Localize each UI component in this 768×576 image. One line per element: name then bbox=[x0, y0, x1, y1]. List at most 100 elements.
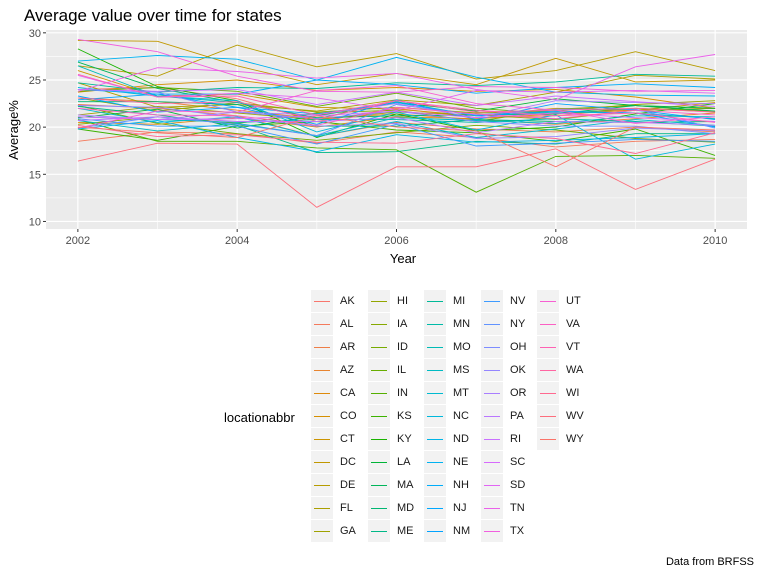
legend-label-wa: WA bbox=[566, 364, 584, 376]
series-line-il bbox=[77, 87, 716, 115]
legend-key-ia bbox=[368, 313, 390, 335]
legend-key-line bbox=[540, 370, 556, 371]
legend-key-az bbox=[311, 359, 333, 381]
legend-key-sd bbox=[481, 474, 503, 496]
y-tick-label: 10 bbox=[29, 216, 41, 228]
legend-key-line bbox=[427, 531, 443, 532]
legend-key-line bbox=[427, 508, 443, 509]
series-line-id bbox=[77, 105, 716, 143]
legend-key-line bbox=[314, 347, 330, 348]
legend-label-az: AZ bbox=[340, 364, 355, 376]
x-tick-label: 2004 bbox=[225, 235, 249, 247]
legend-key-line bbox=[484, 439, 500, 440]
legend-key-il bbox=[368, 359, 390, 381]
legend-label-ok: OK bbox=[510, 364, 526, 376]
y-axis-title: Average% bbox=[6, 100, 21, 160]
series-line-tn bbox=[77, 54, 716, 101]
legend-key-va bbox=[537, 313, 559, 335]
legend-key-line bbox=[484, 531, 500, 532]
series-lines bbox=[77, 38, 716, 208]
legend-key-ct bbox=[311, 428, 333, 450]
x-axis-title: Year bbox=[390, 251, 417, 266]
series-line-de bbox=[77, 44, 716, 80]
legend-label-ut: UT bbox=[566, 295, 581, 307]
legend-key-line bbox=[540, 416, 556, 417]
legend-key-line bbox=[371, 301, 387, 302]
legend-key-ri bbox=[481, 428, 503, 450]
legend-key-line bbox=[371, 416, 387, 417]
legend-key-line bbox=[427, 485, 443, 486]
legend-label-nc: NC bbox=[453, 410, 469, 422]
legend-key-ok bbox=[481, 359, 503, 381]
y-tick-label: 25 bbox=[29, 75, 41, 87]
legend-key-line bbox=[427, 370, 443, 371]
legend-label-pa: PA bbox=[510, 410, 524, 422]
legend-label-al: AL bbox=[340, 318, 354, 330]
legend-key-vt bbox=[537, 336, 559, 358]
legend-label-mn: MN bbox=[453, 318, 471, 330]
legend-label-vt: VT bbox=[566, 341, 581, 353]
legend-key-line bbox=[314, 393, 330, 394]
x-axis-ticks: 2002 2004 2006 2008 2010 bbox=[66, 229, 727, 247]
legend-key-dc bbox=[311, 451, 333, 473]
series-line-or bbox=[77, 100, 716, 121]
legend-label-ia: IA bbox=[397, 318, 408, 330]
y-tick-label: 30 bbox=[29, 28, 41, 40]
legend-label-wv: WV bbox=[566, 410, 584, 422]
series-line-nh bbox=[77, 79, 716, 95]
legend-label-oh: OH bbox=[510, 341, 527, 353]
legend-key-ca bbox=[311, 382, 333, 404]
series-line-wa bbox=[77, 97, 716, 121]
legend-label-tx: TX bbox=[510, 525, 525, 537]
legend-key-mi bbox=[424, 290, 446, 312]
legend-key-line bbox=[484, 347, 500, 348]
legend-key-nj bbox=[424, 497, 446, 519]
legend-label-ct: CT bbox=[340, 433, 355, 445]
legend-key-line bbox=[540, 301, 556, 302]
legend-key-mo bbox=[424, 336, 446, 358]
series-line-va bbox=[77, 106, 716, 126]
legend-key-in bbox=[368, 382, 390, 404]
legend-key-ma bbox=[368, 474, 390, 496]
legend-key-line bbox=[427, 393, 443, 394]
series-line-al bbox=[77, 131, 716, 148]
legend-key-hi bbox=[368, 290, 390, 312]
legend-key-md bbox=[368, 497, 390, 519]
legend-key-line bbox=[314, 370, 330, 371]
legend-key-fl bbox=[311, 497, 333, 519]
y-axis-ticks: 10 15 20 25 30 bbox=[29, 28, 46, 228]
legend-label-ma: MA bbox=[397, 479, 414, 491]
legend-label-de: DE bbox=[340, 479, 356, 491]
legend-key-ne bbox=[424, 451, 446, 473]
legend-label-nm: NM bbox=[453, 525, 471, 537]
series-line-ok bbox=[77, 105, 716, 139]
legend-key-id bbox=[368, 336, 390, 358]
legend-key-wi bbox=[537, 382, 559, 404]
legend-label-mo: MO bbox=[453, 341, 471, 353]
legend-label-me: ME bbox=[397, 525, 414, 537]
legend-label-ky: KY bbox=[397, 433, 412, 445]
legend-key-line bbox=[540, 393, 556, 394]
legend-key-line bbox=[540, 347, 556, 348]
legend-key-ga bbox=[311, 520, 333, 542]
legend-key-nc bbox=[424, 405, 446, 427]
series-line-ca bbox=[77, 107, 716, 128]
legend-key-line bbox=[314, 416, 330, 417]
x-tick-label: 2010 bbox=[703, 235, 727, 247]
legend-key-line bbox=[484, 462, 500, 463]
chart-caption: Data from BRFSS bbox=[665, 556, 754, 568]
legend-label-la: LA bbox=[397, 456, 411, 468]
legend-key-ms bbox=[424, 359, 446, 381]
legend-key-line bbox=[314, 301, 330, 302]
legend-label-in: IN bbox=[397, 387, 408, 399]
legend-key-line bbox=[314, 439, 330, 440]
legend-label-wi: WI bbox=[566, 387, 580, 399]
legend-key-line bbox=[484, 416, 500, 417]
legend-key-nm bbox=[424, 520, 446, 542]
legend-key-line bbox=[484, 393, 500, 394]
legend-label-nv: NV bbox=[510, 295, 526, 307]
chart-title: Average value over time for states bbox=[24, 6, 282, 25]
legend-label-ne: NE bbox=[453, 456, 469, 468]
legend-label-nh: NH bbox=[453, 479, 469, 491]
